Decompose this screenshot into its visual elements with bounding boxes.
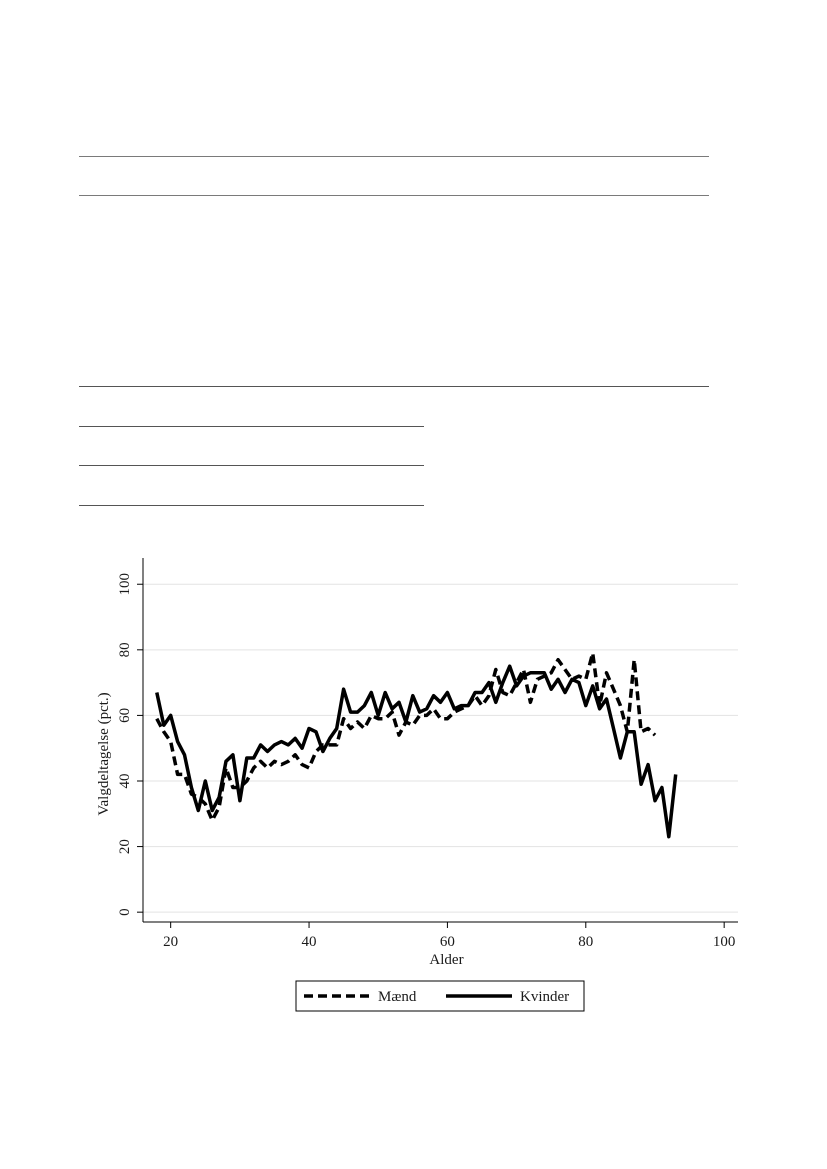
series	[155, 651, 678, 839]
table-rule-short-3	[79, 505, 424, 506]
legend-box	[295, 980, 585, 1012]
axes: 0 20 40 60 80 100 20 40 60 80 100	[117, 558, 738, 950]
x-tick-label-40: 40	[302, 934, 317, 950]
top-rule-1	[79, 156, 709, 157]
top-rule-2	[79, 195, 709, 196]
y-tick-label-80: 80	[117, 642, 133, 657]
y-tick-label-100: 100	[117, 573, 133, 596]
y-tick-label-20: 20	[117, 839, 133, 854]
x-axis-title: Alder	[429, 952, 463, 968]
y-axis-title: Valgdeltagelse (pct.)	[96, 692, 112, 815]
y-tick-label-60: 60	[117, 708, 133, 723]
series-line-maend	[155, 651, 657, 823]
table-rule-short-1	[79, 426, 424, 427]
table-rule-short-2	[79, 465, 424, 466]
y-tick-label-40: 40	[117, 773, 133, 788]
x-tick-label-80: 80	[578, 934, 593, 950]
y-tick-label-0: 0	[117, 908, 133, 916]
legend: Mænd Kvinder	[295, 980, 585, 1012]
legend-label-kvinder: Kvinder	[520, 989, 569, 1005]
grid-lines	[143, 583, 738, 913]
x-tick-label-60: 60	[440, 934, 455, 950]
table-rule	[79, 386, 709, 387]
series-line-kvinder	[155, 664, 678, 839]
legend-label-maend: Mænd	[378, 989, 417, 1005]
x-tick-label-100: 100	[713, 934, 736, 950]
x-tick-label-20: 20	[163, 934, 178, 950]
turnout-by-age-chart: 0 20 40 60 80 100 20 40 60 80 100 Alder Valgdeltag…	[96, 558, 738, 1012]
